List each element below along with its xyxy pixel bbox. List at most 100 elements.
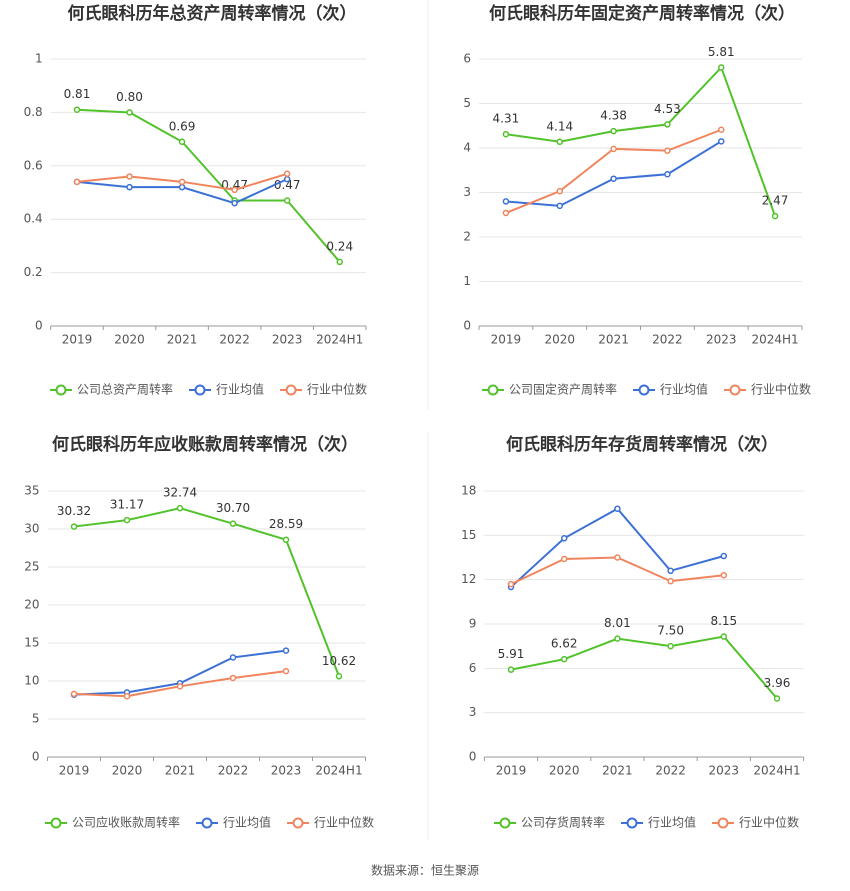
y-tick-label: 6: [469, 661, 477, 675]
point: [664, 147, 671, 154]
legend-label: 公司固定资产周转率: [509, 382, 617, 397]
point: [610, 145, 617, 153]
point: [502, 198, 510, 205]
y-tick-label: 0: [35, 319, 43, 333]
point: [502, 209, 510, 217]
x-tick-label: 2019: [62, 333, 93, 347]
point: [176, 683, 184, 690]
point: [178, 178, 186, 186]
x-tick-label: 2024H1: [751, 333, 798, 347]
y-tick-label: 0: [32, 750, 40, 764]
data-label: 6.62: [551, 637, 578, 651]
series-line: [505, 128, 722, 214]
legend-marker: [194, 384, 206, 396]
legend-marker: [285, 384, 297, 396]
point: [73, 178, 81, 186]
x-tick-label: 2024H1: [315, 764, 362, 778]
point: [771, 212, 779, 220]
point: [507, 580, 515, 588]
legend-label: 行业中位数: [751, 382, 811, 397]
point: [229, 654, 237, 661]
y-tick-label: 12: [461, 572, 476, 586]
point: [614, 554, 621, 561]
x-tick-label: 2020: [549, 764, 580, 778]
data-label: 4.53: [654, 102, 681, 116]
y-tick-label: 1: [463, 274, 471, 288]
series-line: [73, 507, 340, 677]
x-tick-label: 2019: [59, 764, 90, 778]
y-tick-label: 0: [469, 750, 477, 764]
point: [667, 567, 674, 575]
data-label: 3.96: [764, 676, 791, 690]
y-tick-label: 4: [463, 141, 471, 155]
point: [614, 505, 621, 512]
x-tick-label: 2021: [167, 333, 198, 347]
x-tick-label: 2020: [112, 764, 143, 778]
point: [73, 106, 81, 113]
y-tick-label: 1: [35, 52, 43, 66]
y-tick-label: 3: [469, 705, 477, 719]
point: [283, 197, 291, 204]
legend-label: 行业均值: [216, 382, 264, 397]
x-tick-label: 2020: [544, 333, 575, 347]
data-label: 10.62: [322, 654, 356, 668]
y-tick-label: 0.2: [24, 265, 43, 279]
y-tick-label: 15: [24, 636, 39, 650]
point: [667, 577, 674, 585]
data-label: 0.69: [169, 119, 196, 133]
point: [335, 673, 343, 680]
chart-title: 何氏眼科历年存货周转率情况（次）: [506, 434, 778, 455]
point: [720, 552, 728, 560]
x-tick-label: 2021: [598, 333, 629, 347]
series-line: [510, 635, 778, 700]
x-tick-label: 2019: [491, 333, 522, 347]
point: [176, 504, 184, 512]
y-tick-label: 0.8: [24, 105, 43, 119]
point: [283, 175, 291, 183]
point: [556, 202, 563, 210]
point: [560, 655, 568, 663]
point: [229, 520, 237, 527]
x-tick-label: 2022: [219, 333, 250, 347]
point: [560, 535, 568, 542]
point: [70, 690, 78, 698]
data-label: 0.81: [64, 87, 91, 101]
data-label: 5.81: [708, 45, 735, 59]
y-tick-label: 5: [463, 96, 471, 110]
point: [718, 64, 725, 71]
data-label: 30.70: [216, 501, 250, 515]
point: [664, 171, 671, 178]
data-label: 0.24: [326, 239, 353, 253]
data-label: 4.31: [493, 112, 520, 126]
y-tick-label: 0.4: [24, 212, 43, 226]
point: [283, 170, 291, 178]
y-tick-label: 2: [463, 230, 471, 244]
chart-title: 何氏眼科历年总资产周转率情况（次）: [68, 3, 357, 24]
data-label: 28.59: [269, 517, 303, 531]
point: [178, 183, 186, 191]
data-label: 8.01: [604, 616, 631, 630]
series-line: [505, 65, 777, 217]
legend-marker: [292, 817, 304, 829]
y-tick-label: 5: [32, 712, 40, 726]
legend-label: 行业中位数: [314, 815, 374, 830]
point: [610, 127, 617, 135]
point: [282, 536, 290, 543]
legend-marker: [626, 817, 638, 829]
legend-label: 公司总资产周转率: [77, 382, 173, 397]
x-tick-label: 2021: [602, 764, 633, 778]
data-label: 30.32: [57, 504, 91, 518]
x-tick-label: 2023: [706, 333, 737, 347]
point: [614, 635, 621, 642]
point: [231, 199, 238, 207]
x-tick-label: 2024H1: [753, 764, 800, 778]
data-label: 4.14: [546, 119, 573, 133]
y-tick-label: 35: [24, 484, 39, 498]
point: [126, 183, 133, 191]
data-label: 0.80: [116, 90, 143, 104]
y-tick-label: 0.6: [24, 158, 43, 172]
y-tick-label: 0: [463, 319, 471, 333]
legend-marker: [487, 384, 499, 396]
point: [336, 258, 343, 266]
